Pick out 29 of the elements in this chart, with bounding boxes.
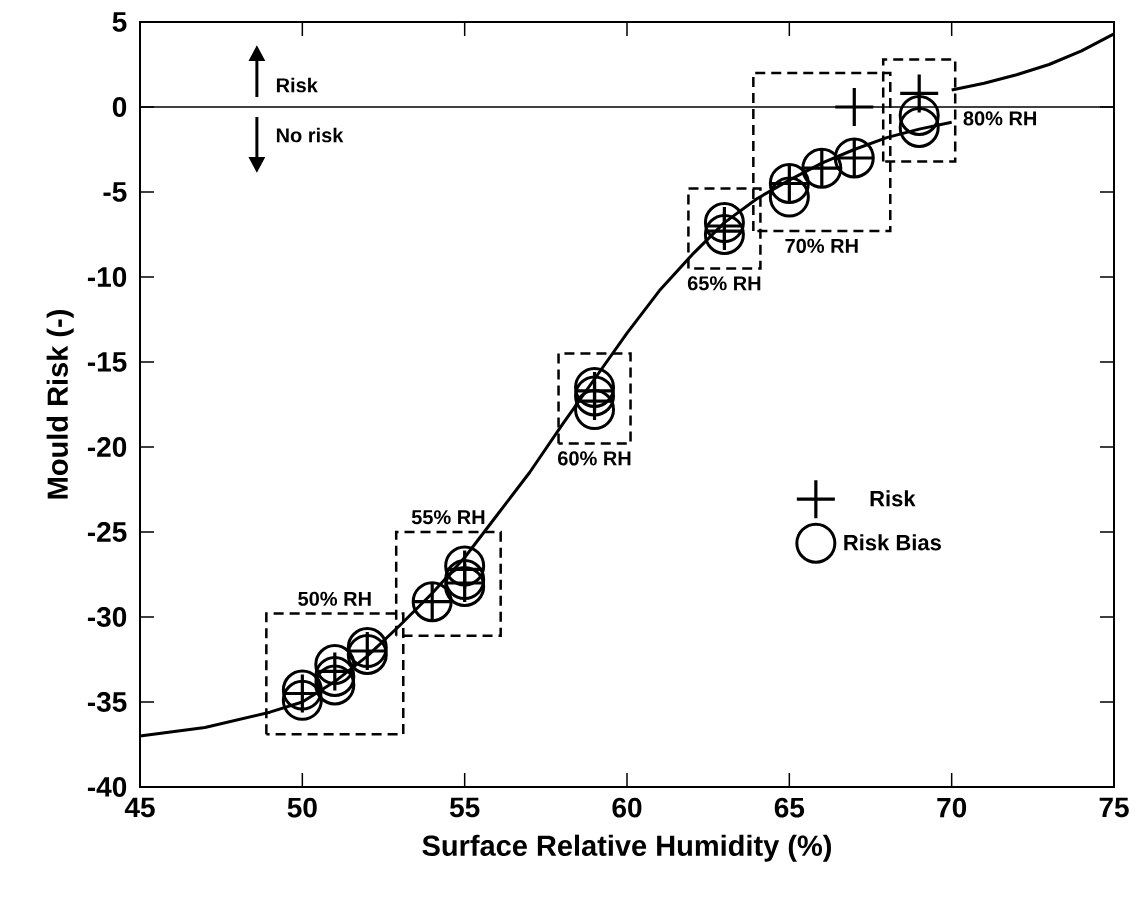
annotation: No risk — [276, 127, 344, 143]
x-tick-label: 45 — [124, 797, 155, 818]
y-tick-label: -25 — [87, 522, 127, 542]
annotation: 65% RH — [687, 276, 761, 291]
annotation: 60% RH — [558, 451, 631, 466]
annotation: 50% RH — [298, 591, 371, 606]
y-tick-label: -35 — [87, 692, 127, 712]
y-tick-label: -15 — [87, 352, 127, 372]
annotation: 70% RH — [785, 238, 858, 253]
y-tick-label: -10 — [87, 267, 127, 287]
annotation: 80% RH — [963, 111, 1036, 126]
y-tick-label: 5 — [112, 12, 127, 32]
annotation: Risk — [276, 77, 318, 93]
legend-label: Risk Bias — [844, 534, 941, 551]
legend-label: Risk — [870, 490, 916, 507]
x-tick-label: 70 — [937, 797, 967, 818]
x-tick-label: 75 — [1099, 797, 1129, 818]
y-tick-label: -5 — [103, 182, 127, 202]
x-tick-label: 65 — [774, 797, 805, 818]
annotation: 55% RH — [411, 510, 485, 525]
x-tick-label: 60 — [612, 797, 642, 818]
x-tick-label: 50 — [287, 797, 317, 818]
y-axis-title: Mould Risk (-) — [46, 310, 74, 499]
y-tick-label: 0 — [112, 97, 127, 117]
x-axis-title: Surface Relative Humidity (%) — [422, 834, 831, 862]
x-tick-label: 55 — [449, 797, 480, 818]
y-tick-label: -40 — [87, 777, 127, 797]
y-tick-label: -20 — [87, 437, 127, 457]
y-tick-label: -30 — [87, 607, 127, 627]
